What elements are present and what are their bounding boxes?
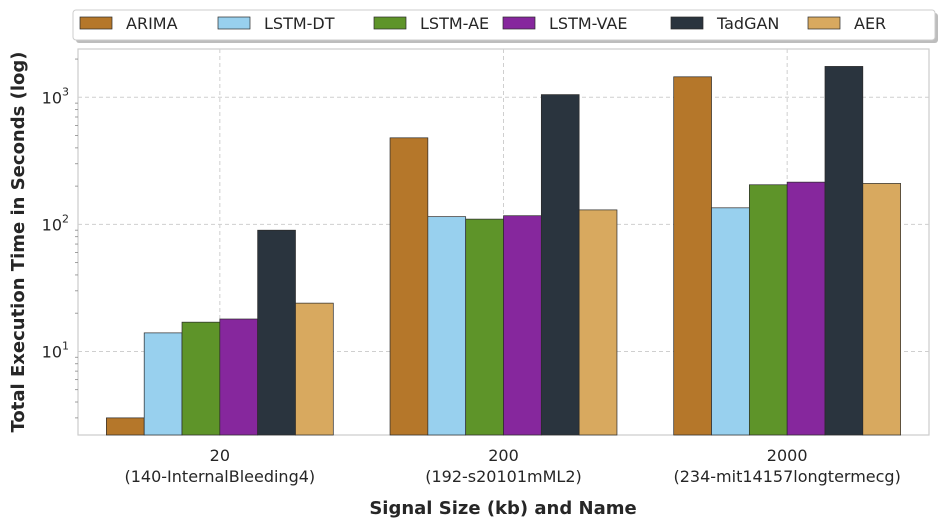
legend-swatch-lstm-ae (373, 16, 407, 30)
y-tick-exponent: 1 (62, 339, 69, 352)
x-tick-label: 200 (488, 446, 519, 465)
bar-tadgan-2 (824, 66, 864, 436)
bar-aer-2 (862, 183, 901, 436)
bar-arima-1 (389, 137, 429, 436)
y-tick-exponent: 2 (62, 212, 69, 225)
legend-label: ARIMA (126, 14, 178, 33)
bar-lstm-vae-1 (503, 215, 542, 436)
legend-swatch-lstm-dt (217, 16, 251, 30)
legend-label: LSTM-AE (420, 14, 489, 33)
x-tick-sublabel: (234-mit14157longtermecg) (674, 467, 901, 486)
y-tick-base: 10 (42, 215, 62, 234)
x-tick-label: 20 (210, 446, 230, 465)
legend-swatch-lstm-vae (502, 16, 536, 30)
y-tick-label: 101 (42, 339, 69, 361)
legend-label: AER (854, 14, 886, 33)
y-tick-label: 102 (42, 212, 69, 234)
y-axis-title: Total Execution Time in Seconds (log) (8, 52, 29, 433)
bar-aer-0 (295, 302, 334, 436)
legend-label: LSTM-VAE (549, 14, 627, 33)
bar-lstm-dt-0 (143, 332, 183, 436)
bar-lstm-ae-2 (748, 184, 788, 436)
bar-lstm-dt-2 (711, 207, 750, 436)
legend-swatch-arima (79, 16, 113, 30)
y-tick-label: 103 (42, 85, 69, 107)
y-tick-exponent: 3 (62, 85, 69, 98)
y-tick-base: 10 (42, 342, 62, 361)
x-axis-title: Signal Size (kb) and Name (369, 498, 636, 519)
legend-swatch-aer (807, 16, 841, 30)
bar-arima-0 (106, 417, 145, 436)
x-tick-sublabel: (192-s20101mML2) (425, 467, 582, 486)
x-tick-sublabel: (140-InternalBleeding4) (125, 467, 316, 486)
legend-swatch-tadgan (670, 16, 704, 30)
bar-lstm-vae-0 (219, 318, 259, 436)
bar-lstm-ae-1 (465, 218, 504, 436)
x-tick-label: 2000 (767, 446, 808, 465)
bar-tadgan-1 (540, 94, 580, 436)
legend-label: LSTM-DT (264, 14, 335, 33)
bar-lstm-ae-0 (181, 321, 221, 436)
bar-tadgan-0 (257, 229, 296, 436)
bar-lstm-vae-2 (786, 181, 826, 436)
bar-aer-1 (578, 209, 618, 436)
bar-lstm-dt-1 (427, 216, 467, 436)
y-tick-base: 10 (42, 88, 62, 107)
bar-arima-2 (673, 76, 712, 436)
legend-label: TadGAN (716, 14, 779, 33)
